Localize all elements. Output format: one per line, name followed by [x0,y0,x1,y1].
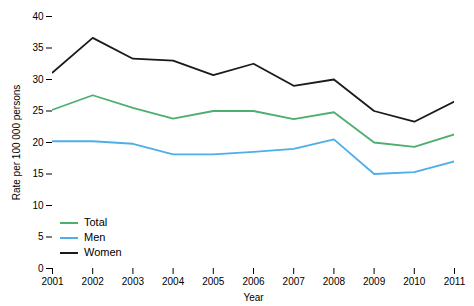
svg-text:5: 5 [38,231,44,242]
svg-text:2004: 2004 [162,276,185,287]
svg-text:25: 25 [32,105,44,116]
svg-text:10: 10 [32,200,44,211]
svg-text:35: 35 [32,42,44,53]
svg-text:15: 15 [32,168,44,179]
svg-text:2006: 2006 [242,276,265,287]
svg-text:Rate per 100 000 persons: Rate per 100 000 persons [11,85,22,201]
svg-text:2007: 2007 [283,276,306,287]
svg-text:2009: 2009 [363,276,386,287]
svg-text:40: 40 [32,11,44,22]
html-text:Men: Men [84,231,106,243]
svg-text:2002: 2002 [82,276,105,287]
svg-text:Year: Year [243,292,264,303]
svg-text:2005: 2005 [202,276,225,287]
svg-text:2008: 2008 [323,276,346,287]
svg-text:20: 20 [32,137,44,148]
svg-text:2003: 2003 [122,276,145,287]
svg-text:2011: 2011 [444,276,466,287]
svg-text:2010: 2010 [403,276,426,287]
svg-text:2001: 2001 [41,276,64,287]
html-text:Total: Total [84,216,108,228]
html-text:Women: Women [84,246,122,258]
svg-text:0: 0 [38,263,44,274]
svg-text:30: 30 [32,74,44,85]
